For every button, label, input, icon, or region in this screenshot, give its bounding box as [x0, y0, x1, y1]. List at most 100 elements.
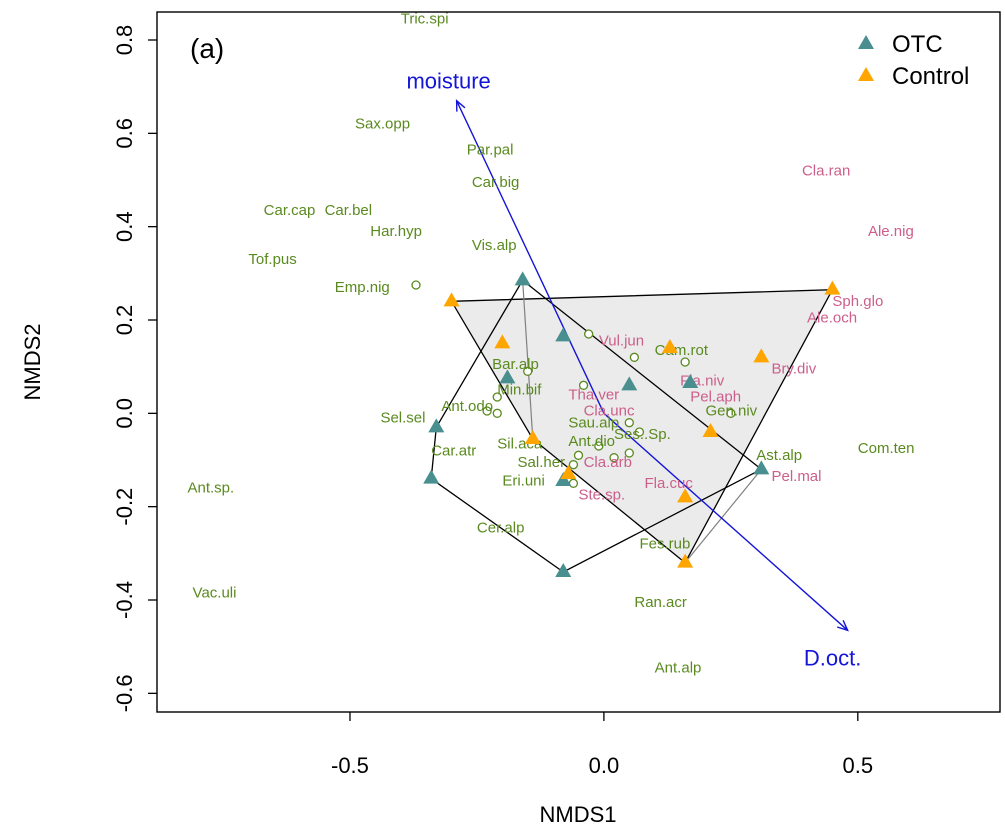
- vector-label: moisture: [406, 69, 490, 94]
- x-tick-label: -0.5: [331, 753, 369, 778]
- species-label: Cla.unc: [584, 403, 635, 420]
- species-label: Car.big: [472, 174, 520, 191]
- y-tick-label: -0.4: [112, 581, 137, 619]
- species-point: [726, 408, 736, 418]
- vector-arrowhead: [455, 99, 466, 112]
- y-tick-label: 0.0: [112, 398, 137, 429]
- species-label: Bar.alp: [492, 356, 539, 373]
- control-point: [824, 280, 841, 295]
- y-axis-title: NMDS2: [20, 323, 45, 400]
- species-label: Vul.jun: [599, 333, 644, 350]
- species-label: Ant.dio: [568, 433, 615, 450]
- species-label: Ale.nig: [868, 223, 914, 240]
- species-point: [624, 418, 634, 428]
- species-label: Car.atr: [431, 442, 476, 459]
- species-point: [523, 366, 533, 376]
- otc-point: [682, 374, 699, 388]
- species-label: Emp.nig: [335, 279, 390, 296]
- species-label: Tha.ver: [568, 386, 619, 403]
- legend: OTC Control: [858, 31, 969, 90]
- control-point: [560, 465, 577, 479]
- control-point: [702, 423, 719, 437]
- species-label: Gen.niv: [705, 403, 757, 420]
- species-label: Cla.arb: [584, 454, 632, 471]
- control-point: [494, 334, 511, 349]
- species-label: Ant.odo: [441, 398, 493, 415]
- species-label: Pel.aph: [690, 389, 741, 406]
- species-label: Vis.alp: [472, 237, 517, 254]
- control-point: [753, 348, 770, 363]
- species-point: [492, 392, 502, 402]
- species-label: Sph.glo: [832, 293, 883, 310]
- species-label: Cla.ran: [802, 162, 850, 179]
- species-label: Bry.div: [771, 361, 816, 378]
- otc-point: [514, 271, 531, 286]
- legend-label-otc: OTC: [892, 31, 943, 58]
- vector-label: D.oct.: [804, 645, 861, 670]
- species-point: [584, 329, 594, 339]
- control-point: [677, 488, 694, 503]
- otc-point: [428, 418, 445, 433]
- species-label: Fla.cuc: [645, 475, 694, 492]
- species-point: [634, 427, 645, 437]
- species-label-layer: Tric.spi Sax.opp Par.pal Car.big Car.cap Car.…: [187, 11, 914, 677]
- otc-point: [499, 369, 516, 384]
- species-label: Sel.sel: [380, 410, 425, 427]
- species-point: [568, 460, 579, 470]
- species-point: [573, 450, 584, 460]
- otc-point: [555, 327, 572, 342]
- species-label: Ant.sp.: [187, 480, 234, 497]
- legend-marker-otc: [858, 35, 874, 49]
- panel-label: (a): [190, 33, 224, 64]
- species-label: Pel.mal: [771, 468, 821, 485]
- species-label: Tric.spi: [401, 11, 449, 28]
- series-layer: [423, 271, 841, 577]
- species-label: Ste.sp.: [579, 487, 626, 504]
- y-tick-label: -0.6: [112, 674, 137, 712]
- species-label: Har.hyp: [370, 223, 422, 240]
- species-label: Cer.alp: [477, 519, 525, 536]
- legend-label-control: Control: [892, 63, 969, 90]
- hull-connector: [684, 468, 762, 564]
- species-point: [568, 478, 579, 488]
- hull-connector: [522, 280, 534, 440]
- species-point: [492, 408, 502, 418]
- species-label: Ast.alp: [756, 447, 802, 464]
- species-point: [578, 380, 589, 390]
- species-label: Com.ten: [858, 440, 915, 457]
- vector-line: [455, 100, 605, 414]
- species-point: [482, 406, 492, 416]
- otc-point: [555, 563, 572, 577]
- vector-arrowhead: [836, 620, 849, 632]
- species-label: Vac.uli: [193, 585, 237, 602]
- control-point: [524, 430, 541, 444]
- axis-layer: -0.5 0.0 0.5 -0.6 -0.4 -0.2 0.0 0.2 0.4 0.6 0.8: [112, 25, 873, 778]
- species-label: Car.cap: [264, 202, 316, 219]
- species-label: Cam.rot: [655, 342, 709, 359]
- y-tick-label: -0.2: [112, 488, 137, 526]
- species-label: Car.bel: [325, 202, 373, 219]
- y-tick-label: 0.2: [112, 305, 137, 336]
- species-label: Min.bif: [497, 382, 542, 399]
- x-tick-label: 0.0: [589, 753, 620, 778]
- control-point: [677, 553, 694, 568]
- hull-otc: [430, 279, 763, 573]
- otc-point: [753, 460, 770, 475]
- y-tick-label: 0.6: [112, 118, 137, 149]
- species-point: [680, 357, 690, 367]
- species-label: Ale.och: [807, 309, 857, 326]
- otc-point: [621, 376, 638, 391]
- species-point: [609, 453, 619, 463]
- control-point: [661, 339, 678, 353]
- species-point-layer: [411, 280, 736, 488]
- species-point: [629, 352, 640, 362]
- species-label: Sal.her: [518, 454, 566, 471]
- species-label: Fes.rub: [639, 536, 690, 553]
- otc-point: [423, 469, 440, 484]
- species-point: [411, 280, 421, 290]
- species-label: Ant.alp: [655, 659, 702, 676]
- y-tick-label: 0.4: [112, 211, 137, 242]
- vector-line: [603, 412, 849, 631]
- control-point: [443, 292, 460, 307]
